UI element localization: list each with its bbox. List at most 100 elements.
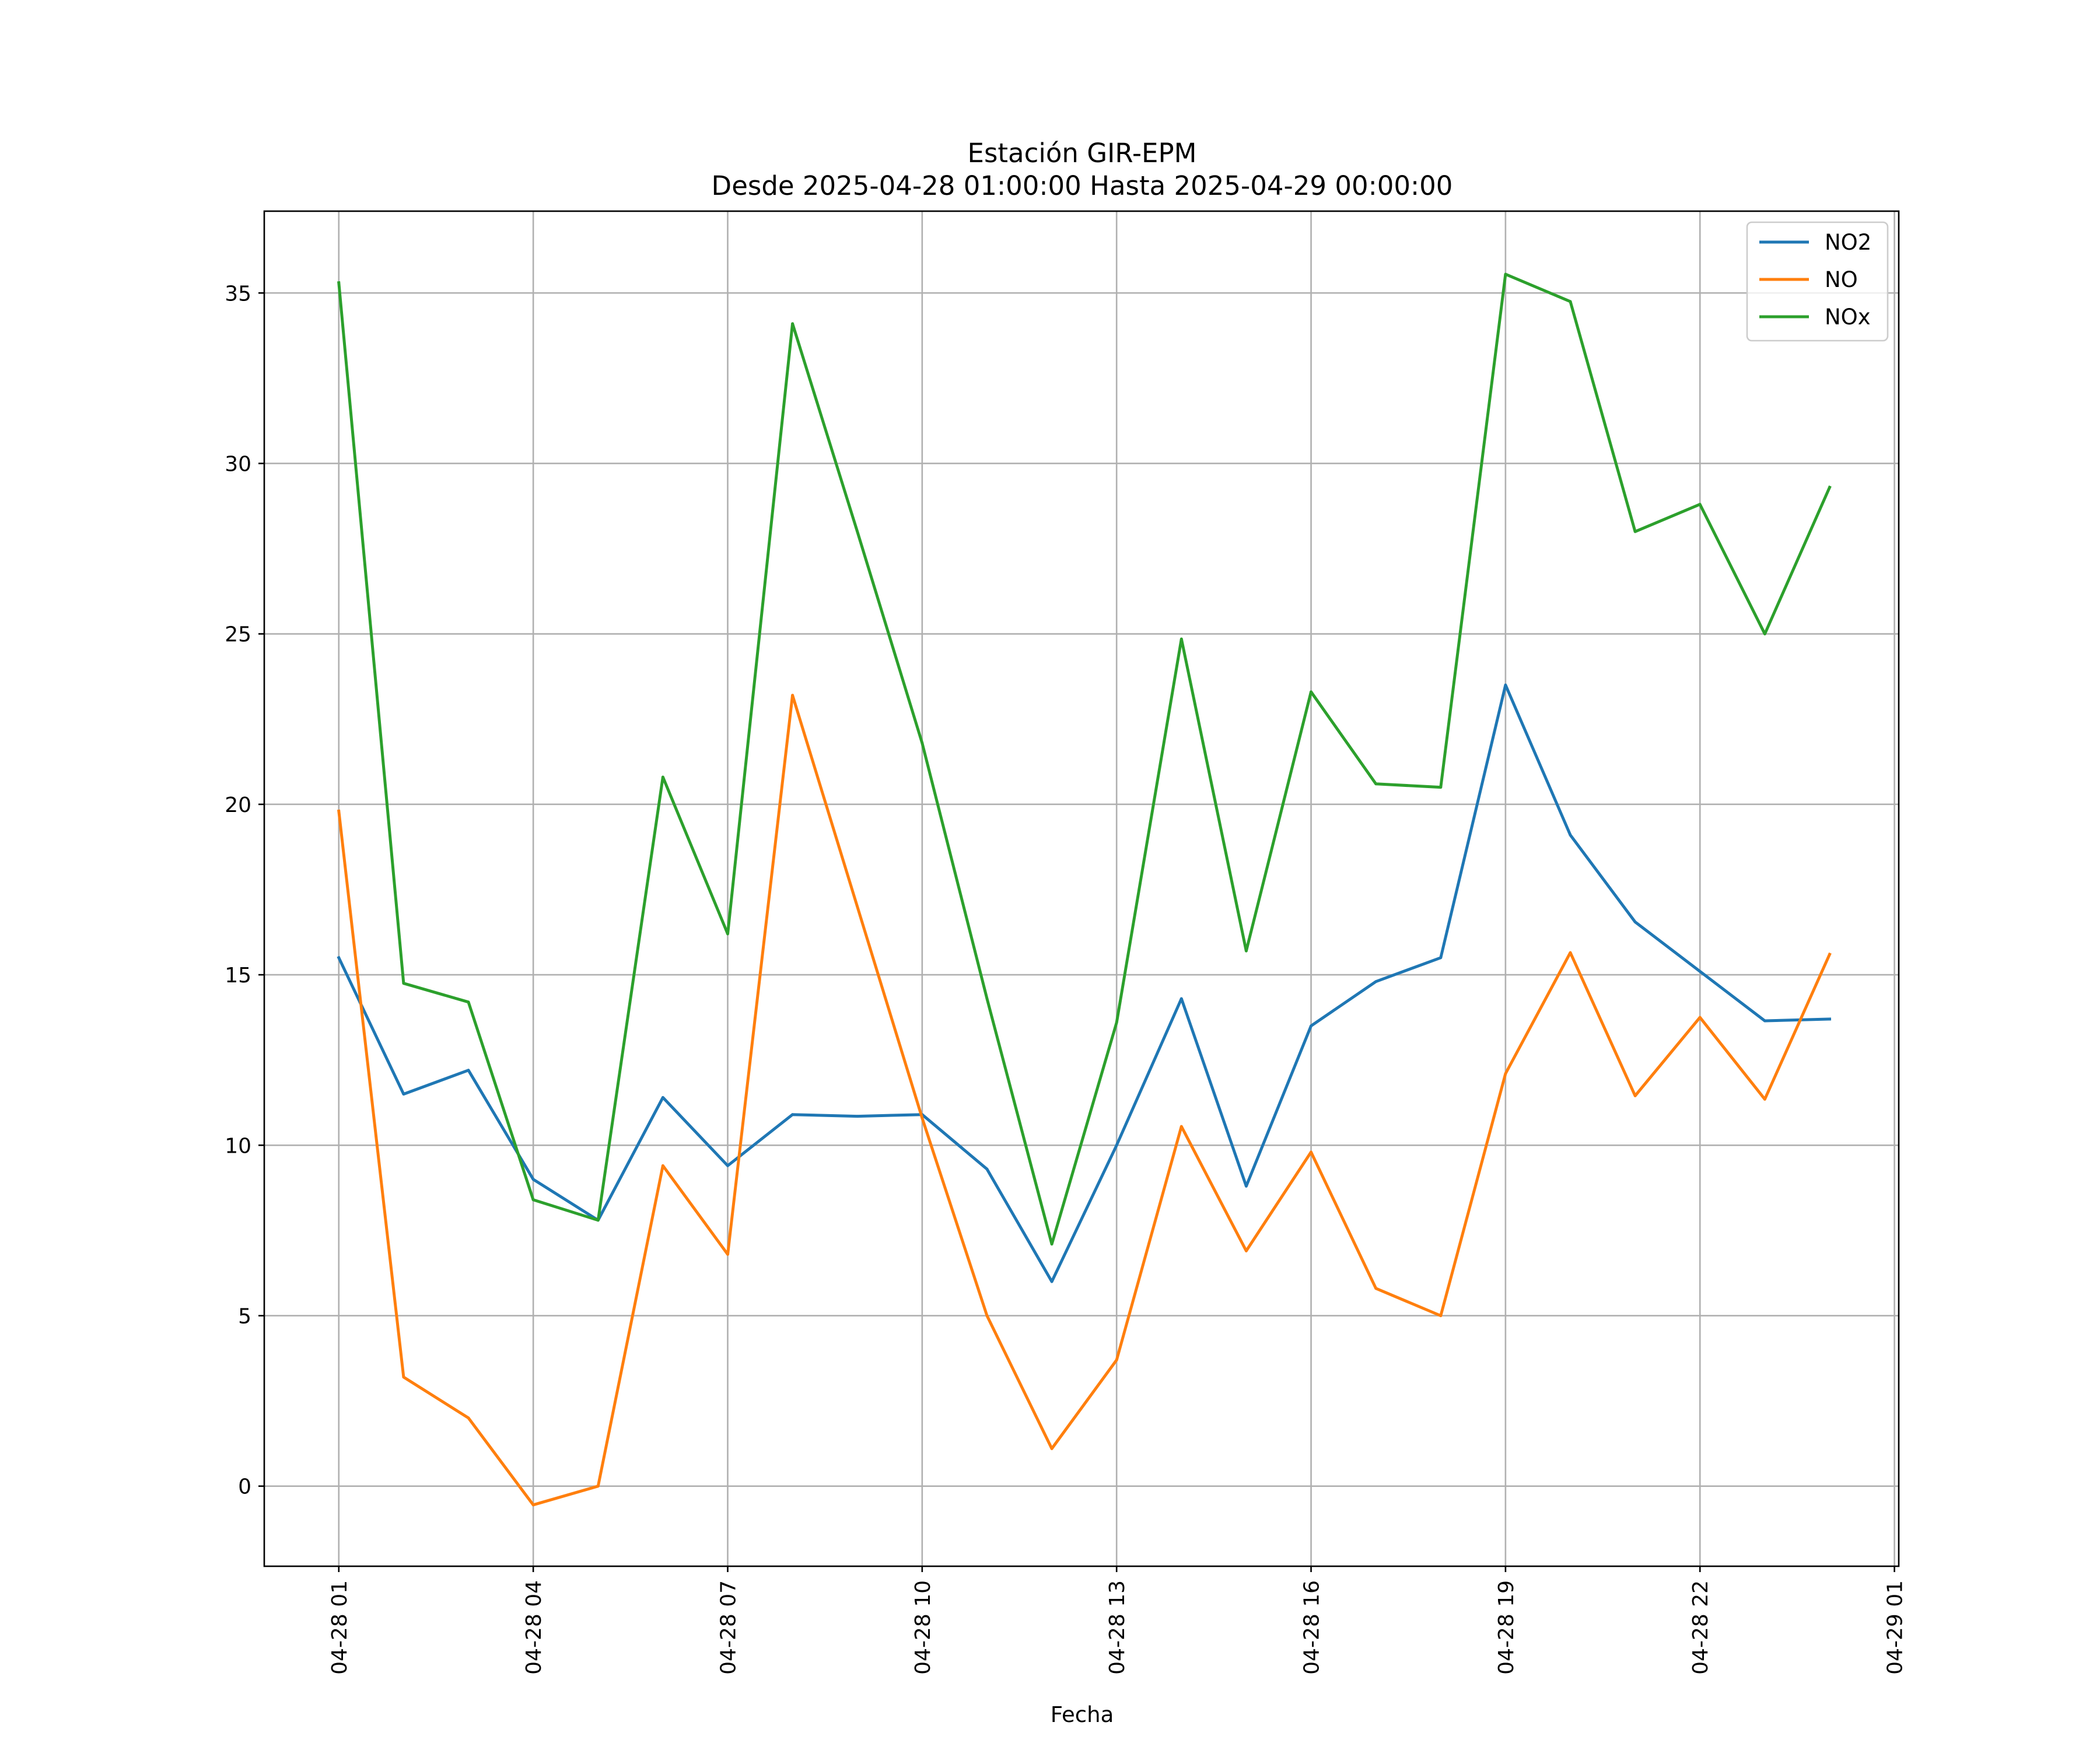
- data-point-no: [921, 1116, 924, 1119]
- data-point-nox: [985, 997, 989, 1000]
- data-point-no2: [856, 1115, 859, 1118]
- data-point-no: [1245, 1250, 1248, 1252]
- data-point-no: [1050, 1447, 1054, 1450]
- y-tick-label: 20: [225, 793, 251, 817]
- data-point-nox: [1310, 690, 1312, 694]
- y-tick-label: 0: [238, 1475, 251, 1499]
- data-point-nox: [1828, 485, 1831, 489]
- data-point-nox: [1245, 949, 1248, 953]
- data-point-no: [1763, 1097, 1766, 1101]
- data-point-no2: [791, 1113, 794, 1116]
- y-tick-label: 25: [225, 623, 251, 647]
- data-point-nox: [337, 281, 341, 285]
- data-point-nox: [596, 1219, 600, 1222]
- data-point-no2: [1310, 1024, 1312, 1028]
- data-point-no: [1310, 1150, 1312, 1154]
- data-point-nox: [531, 1198, 535, 1202]
- x-tick-label: 04-28 22: [1689, 1580, 1713, 1675]
- x-tick-label: 04-28 07: [716, 1580, 740, 1675]
- x-tick-label: 04-29 01: [1884, 1580, 1908, 1675]
- legend: NO2 NO NOx: [1746, 221, 1889, 342]
- data-point-nox: [1115, 1021, 1118, 1024]
- data-point-no2: [661, 1096, 664, 1099]
- data-point-nox: [661, 775, 664, 779]
- data-point-no: [661, 1164, 664, 1167]
- legend-label-nox: NOx: [1825, 304, 1871, 330]
- data-point-no: [596, 1485, 600, 1488]
- grid: [264, 211, 1899, 1566]
- data-point-no: [1180, 1125, 1183, 1128]
- x-tick-label: 04-28 04: [522, 1580, 546, 1675]
- data-point-nox: [1374, 782, 1378, 786]
- data-point-no2: [1374, 980, 1378, 984]
- chart-title: Estación GIR-EPM: [968, 138, 1197, 169]
- data-point-no: [1115, 1359, 1118, 1362]
- plot-lines: [337, 272, 1832, 1507]
- data-point-no: [726, 1252, 729, 1256]
- data-point-no2: [402, 1093, 405, 1096]
- x-axis-label: Fecha: [1051, 1702, 1114, 1727]
- series-line-no: [337, 694, 1832, 1507]
- series-line-nox: [337, 272, 1832, 1246]
- data-point-no: [985, 1314, 989, 1317]
- data-point-nox: [1698, 503, 1702, 506]
- data-point-no2: [1504, 683, 1507, 687]
- legend-label-no2: NO2: [1825, 230, 1871, 255]
- chart-subtitle: Desde 2025-04-28 01:00:00 Hasta 2025-04-…: [712, 170, 1453, 201]
- x-tick-label: 04-28 10: [911, 1580, 935, 1675]
- axis-ticks: 0 5 10 15 20 25 30 35 04-28 01 04-28 04 04-28 07 04…: [225, 282, 1907, 1675]
- data-point-no: [1569, 951, 1572, 954]
- data-point-no: [1828, 953, 1831, 956]
- data-point-nox: [791, 322, 794, 326]
- data-point-no2: [1439, 956, 1443, 960]
- data-point-no2: [1050, 1280, 1054, 1283]
- data-point-nox: [1050, 1242, 1054, 1246]
- data-point-nox: [402, 982, 405, 985]
- x-tick-label: 04-28 01: [328, 1580, 352, 1675]
- data-point-no2: [985, 1167, 989, 1171]
- data-point-no2: [531, 1178, 535, 1181]
- data-point-no: [1633, 1094, 1637, 1097]
- data-point-nox: [1633, 530, 1637, 533]
- y-tick-label: 15: [225, 964, 251, 988]
- data-point-no: [1374, 1287, 1378, 1290]
- data-point-no2: [1245, 1184, 1248, 1188]
- data-point-no2: [1633, 921, 1637, 923]
- data-point-nox: [1180, 638, 1183, 640]
- x-tick-label: 04-28 19: [1494, 1580, 1518, 1675]
- data-point-no: [531, 1503, 535, 1507]
- data-point-no: [791, 694, 794, 697]
- y-tick-label: 10: [225, 1134, 251, 1158]
- data-point-nox: [856, 530, 859, 533]
- data-point-no: [1439, 1314, 1443, 1317]
- data-point-nox: [1504, 272, 1507, 276]
- data-point-no2: [1763, 1019, 1766, 1023]
- y-tick-label: 35: [225, 282, 251, 306]
- data-point-nox: [467, 1000, 470, 1004]
- x-tick-label: 04-28 16: [1300, 1580, 1324, 1675]
- data-point-no2: [726, 1164, 729, 1167]
- legend-box: [1746, 221, 1889, 342]
- data-point-no: [1698, 1016, 1702, 1019]
- data-point-no2: [1180, 997, 1183, 1000]
- data-point-nox: [921, 741, 924, 745]
- data-point-no: [1504, 1072, 1507, 1075]
- data-point-nox: [726, 932, 729, 936]
- data-point-no2: [1828, 1017, 1831, 1021]
- data-point-no2: [337, 956, 341, 960]
- data-point-no2: [1115, 1143, 1118, 1147]
- data-point-nox: [1569, 300, 1572, 303]
- data-point-nox: [1763, 632, 1766, 636]
- data-point-no: [856, 905, 859, 908]
- data-point-nox: [1439, 786, 1443, 789]
- data-point-no2: [1569, 834, 1572, 836]
- data-point-no2: [467, 1069, 470, 1072]
- data-point-no2: [1698, 970, 1702, 973]
- data-point-no: [402, 1376, 405, 1379]
- series-line-no2: [337, 683, 1832, 1283]
- legend-label-no: NO: [1825, 267, 1858, 292]
- plot-frame: [263, 210, 1900, 1567]
- x-tick-label: 04-28 13: [1105, 1580, 1129, 1675]
- data-point-no: [467, 1416, 470, 1420]
